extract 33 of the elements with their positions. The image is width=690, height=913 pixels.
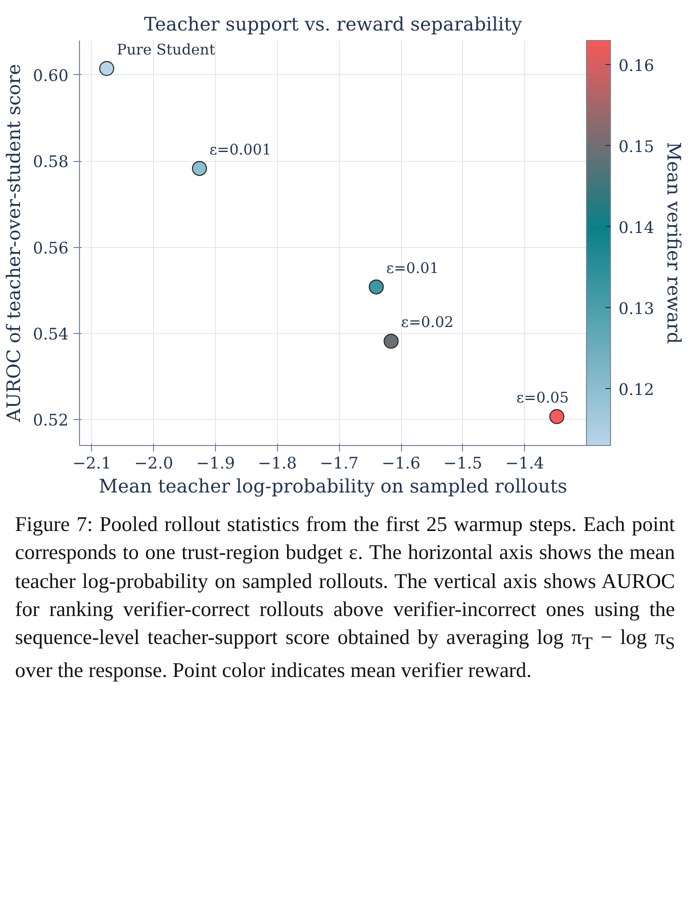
point [368, 279, 384, 294]
x-tick-label: −1.9 [196, 454, 235, 472]
x-tick-label: −1.7 [320, 454, 359, 472]
annotation: ε=0.02 [401, 314, 454, 332]
x-tick-label: −2.0 [134, 454, 174, 472]
point [549, 409, 564, 424]
chart-title: Teacher support vs. reward separability [144, 14, 522, 36]
color-bar-label: 0.15 [618, 136, 654, 156]
color-bar-title: Mean verifier reward [662, 142, 684, 344]
x-tick-label: −1.4 [505, 454, 544, 472]
x-tick-label: −1.6 [382, 454, 420, 472]
color-bar-label: 0.14 [618, 218, 654, 237]
x-tick-label: −2.1 [72, 454, 112, 472]
point [192, 160, 207, 176]
y-axis-title: AUROC of teacher-over-student score [4, 64, 25, 423]
color-bar-label: 0.12 [618, 380, 654, 399]
y-tick-label: 0.52 [32, 410, 68, 430]
x-tick-label: −1.5 [443, 454, 482, 472]
color-bar-label: 0.16 [618, 56, 654, 75]
y-tick-label: 0.54 [32, 324, 68, 344]
color-bar-label: 0.13 [618, 298, 654, 318]
annotation: Pure Student [116, 42, 216, 59]
x-tick-label: −1.8 [258, 454, 297, 472]
point [99, 61, 114, 76]
annotation: ε=0.01 [386, 260, 439, 277]
y-tick-label: 0.60 [32, 66, 68, 85]
annotation: ε=0.05 [516, 390, 569, 407]
text: Figure 7: Pooled rollout statistics from the first 25 warmup steps. Each point corresponds to one trust-region budget ε. The horizontal axis shows the mean teacher log-probability on sampled rollouts. The vertical axis shows AUROC for ranking verifier-correct rollouts above verifier-incorrect ones using the sequence-level teacher-support score obtained by averaging log π$_{T}$ − log π$_{S}$ over the response. Point color indicates mean verifier reward. [15, 512, 675, 682]
annotation: ε=0.001 [209, 141, 272, 158]
point [384, 334, 399, 349]
y-tick-label: 0.58 [32, 152, 68, 172]
y-tick-label: 0.56 [32, 238, 68, 258]
x-axis-title: Mean teacher log-probability on sampled rollouts [98, 476, 568, 498]
